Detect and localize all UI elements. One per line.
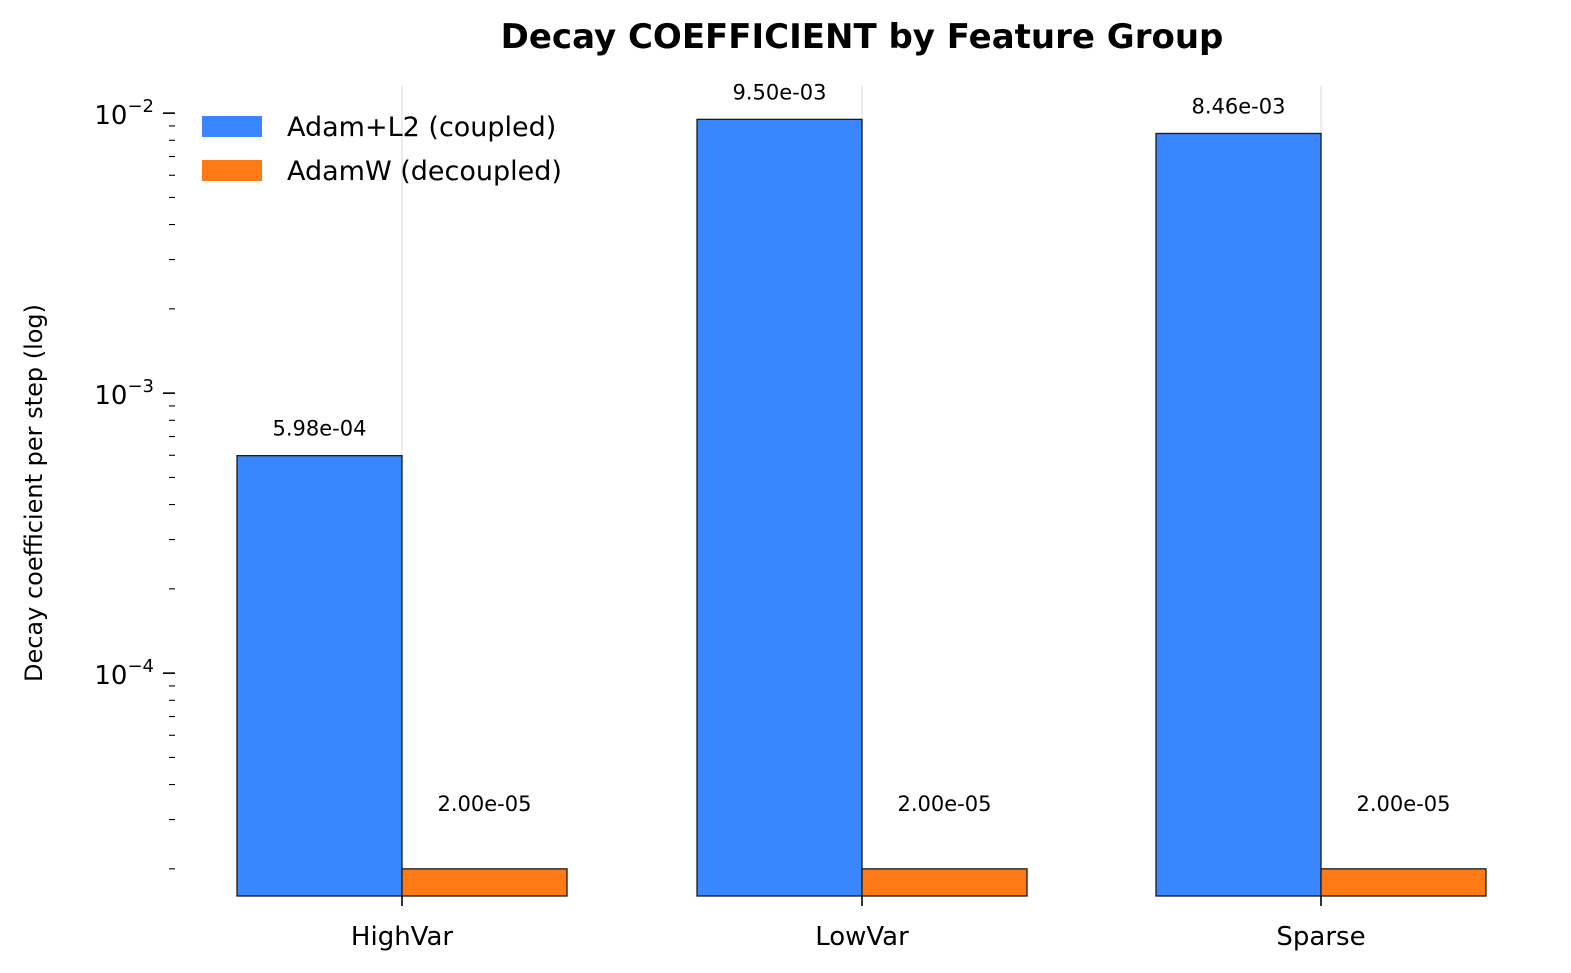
y-tick-base: 10 (94, 661, 127, 691)
y-tick-label: 10−2 (94, 96, 154, 131)
x-tick-label: HighVar (351, 922, 453, 952)
y-tick-exponent: −4 (127, 656, 154, 677)
y-axis-label: Decay coefficient per step (log) (20, 304, 48, 682)
x-tick-label: Sparse (1276, 922, 1365, 952)
data-label: 5.98e-04 (273, 417, 367, 441)
legend-label: Adam+L2 (coupled) (287, 112, 556, 143)
bar-sparse-series-1 (1155, 132, 1322, 897)
bar-sparse-series-2 (1320, 868, 1487, 897)
bar-highvar-series-2 (401, 868, 568, 897)
y-tick-base: 10 (94, 381, 127, 411)
bar-highvar-series-1 (236, 455, 403, 897)
data-label: 2.00e-05 (1357, 792, 1451, 816)
y-tick-exponent: −3 (127, 376, 154, 397)
x-axis: HighVar LowVar Sparse (351, 896, 1366, 952)
legend-swatch (202, 160, 262, 181)
chart-title: Decay COEFFICIENT by Feature Group (501, 17, 1224, 57)
y-tick-label: 10−3 (94, 376, 154, 411)
data-label: 9.50e-03 (733, 80, 827, 104)
y-axis: 10−210−310−4 (94, 96, 175, 870)
legend: Adam+L2 (coupled) AdamW (decoupled) (202, 112, 562, 187)
x-tick-label: LowVar (815, 922, 909, 952)
y-tick-base: 10 (94, 101, 127, 131)
y-tick-exponent: −2 (127, 96, 154, 117)
data-label: 2.00e-05 (898, 792, 992, 816)
data-label: 2.00e-05 (438, 792, 532, 816)
y-tick-label: 10−4 (94, 656, 154, 691)
bars-layer: 5.98e-04 9.50e-03 8.46e-03 2.00e-05 2.00e-05… (236, 80, 1487, 897)
data-label: 8.46e-03 (1192, 94, 1286, 118)
bar-lowvar-series-2 (861, 868, 1028, 897)
bar-lowvar-series-1 (696, 118, 863, 897)
legend-label: AdamW (decoupled) (287, 156, 562, 187)
legend-swatch (202, 116, 262, 137)
